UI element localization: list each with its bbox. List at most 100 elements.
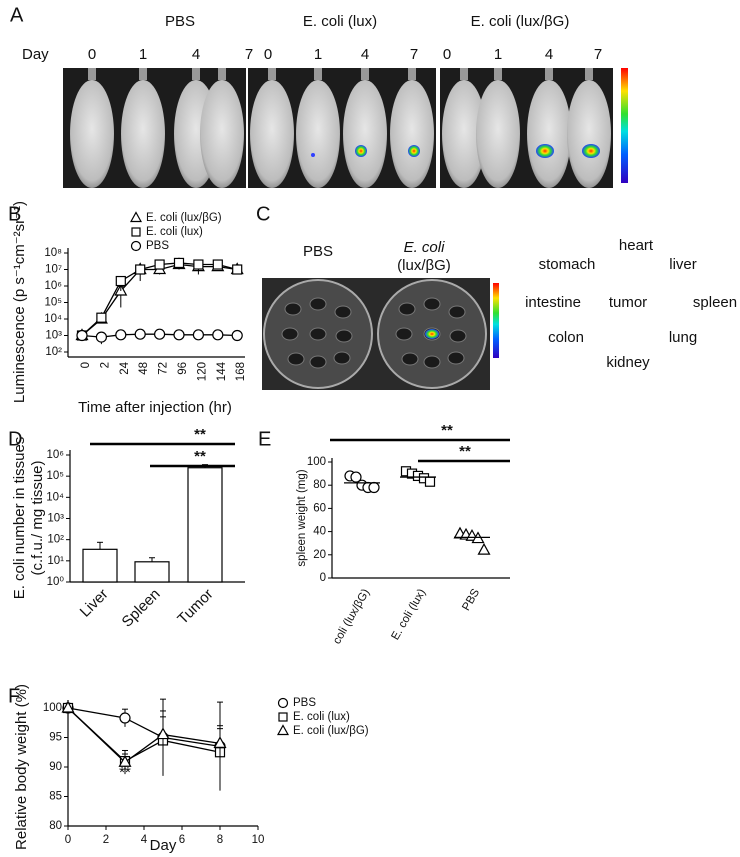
legend-marker [277,697,289,709]
legend-label: E. coli (lux) [293,711,350,723]
y-tick-label: 10³ [45,330,62,342]
day-number: 4 [361,46,369,63]
legend-marker [129,211,143,223]
marker [96,312,107,323]
marker [76,329,88,342]
column-title: PBS [303,243,333,260]
legend-label: PBS [293,697,316,709]
decoration [287,352,305,366]
day-number: 4 [192,46,200,63]
x-tick-label: 4 [141,834,148,846]
decoration [70,80,114,188]
y-tick-label: 100 [43,702,62,714]
decoration [311,153,315,157]
series-line [67,707,221,747]
decoration [398,302,416,316]
y-axis-label: (c.f.u./ mg tissue) [29,460,46,575]
y-tick-label: 10² [45,346,62,358]
marker [477,542,491,555]
decoration [408,145,420,157]
column-title: E. coli [404,239,446,256]
decoration [494,68,502,80]
marker [193,259,204,270]
y-axis-label: Luminescence (p s⁻¹cm⁻²sr⁻¹) [11,201,28,403]
x-tick-label: Tumor [174,586,216,628]
day-number: 1 [314,46,322,63]
decoration [408,68,416,80]
organ-label: stomach [539,256,596,273]
y-tick-label: 20 [313,549,326,561]
x-tick-label: 120 [196,362,208,381]
x-tick-label: E. coli (lux) [389,587,428,642]
organ-label: spleen [693,294,737,311]
decoration [585,68,593,80]
decoration [309,297,327,311]
decoration [423,355,441,369]
y-tick-label: 10² [47,534,64,546]
marker [95,331,108,343]
decoration [139,68,147,80]
group-title: PBS [165,13,195,30]
x-tick-label: 6 [179,834,185,846]
decoration [309,355,327,369]
y-tick-label: 10⁵ [46,470,64,482]
decoration [314,68,322,80]
x-tick-label: 96 [177,362,189,375]
organ-label: lung [669,329,697,346]
x-tick-label: 168 [235,362,247,381]
day-number: 7 [410,46,418,63]
marker [212,259,223,270]
series-line [67,707,221,764]
organ-label: tumor [609,294,647,311]
group-title: E. coli (lux/βG) [471,13,570,30]
decoration [460,68,468,80]
legend-marker [278,712,288,722]
marker [134,328,146,340]
decoration [582,144,600,158]
marker [212,329,224,341]
marker [119,712,131,724]
decoration [527,80,571,188]
x-tick-label: 0 [80,362,92,368]
panel-label: F [8,685,20,707]
decoration [476,80,520,188]
organ-label: kidney [606,354,650,371]
y-tick-label: 10⁵ [44,297,62,309]
marker [192,329,204,341]
legend-label: E. coli (lux/βG) [146,212,222,224]
significance: ** [194,426,206,443]
marker [61,700,75,713]
y-tick-label: 10⁴ [44,313,62,325]
decoration [545,68,553,80]
marker [231,329,243,342]
decoration [423,297,441,311]
legend-marker [130,240,142,252]
y-axis-label: Relative body weight (%) [13,684,30,850]
x-tick-label: 2 [99,362,111,368]
decoration [361,68,369,80]
panel-label: B [8,203,21,225]
y-tick-label: 10³ [47,513,64,525]
panel-label: C [256,203,270,225]
y-tick-label: 60 [313,502,326,514]
x-tick-label: 0 [65,834,71,846]
series-line [81,263,238,336]
day-number: 4 [545,46,553,63]
y-tick-label: 10¹ [47,555,64,567]
column-title: (lux/βG) [397,257,451,274]
decoration [448,305,466,319]
decoration [343,80,387,188]
significance: ** [194,448,206,465]
decoration [268,68,276,80]
y-tick-label: 80 [49,820,62,832]
decoration [192,68,200,80]
decoration [425,329,439,339]
day-number: 0 [88,46,96,63]
decoration [334,305,352,319]
x-tick-label: Spleen [119,586,164,631]
decoration [449,329,467,343]
x-tick-label: 72 [158,362,170,375]
marker [368,481,380,494]
decoration [218,68,226,80]
decoration [281,327,299,341]
